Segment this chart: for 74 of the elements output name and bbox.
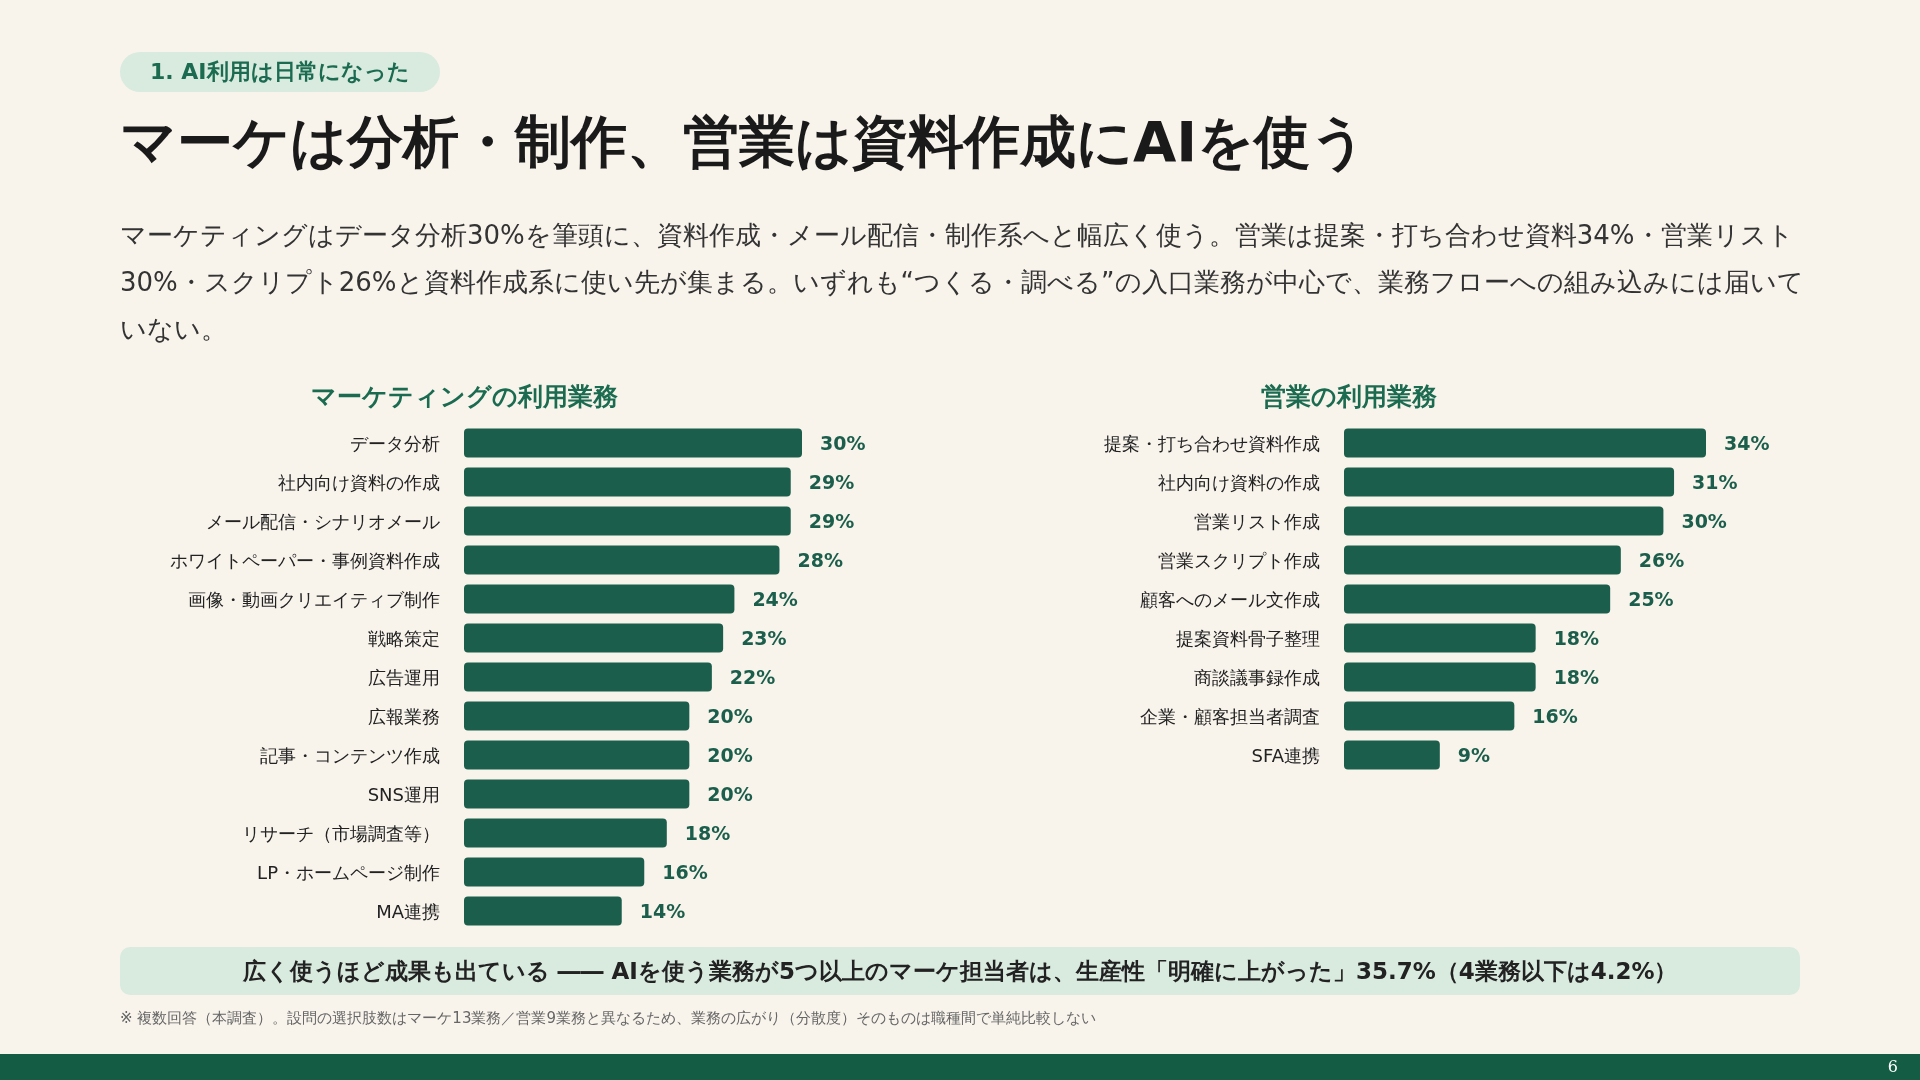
bar [1344, 623, 1536, 653]
bar [464, 818, 667, 848]
text: 6 [1887, 1057, 1898, 1076]
bar [1344, 545, 1621, 575]
data-label: 31% [1692, 471, 1738, 493]
bar [1344, 584, 1611, 614]
bar [1344, 662, 1536, 692]
y-tick-label: LP・ホームページ制作 [257, 861, 440, 883]
data-label: 20% [707, 783, 753, 805]
y-tick-label: 商談議事録作成 [1194, 666, 1320, 688]
bar [464, 857, 645, 887]
data-label: 29% [808, 510, 855, 532]
y-tick-label: ホワイトペーパー・事例資料作成 [170, 549, 440, 571]
bar [464, 779, 690, 809]
bar [464, 740, 690, 770]
bar [464, 584, 735, 614]
text: 広く使うほど成果も出ている ―― AIを使う業務が5つ以上のマーケ担当者は、生産性「明確に上がった」35.7%（4業務以下は4.2%） [120, 947, 1800, 995]
y-tick-label: 画像・動画クリエイティブ制作 [188, 588, 440, 610]
y-tick-label: 記事・コンテンツ作成 [260, 744, 440, 766]
data-label: 29% [808, 471, 855, 493]
y-tick-label: 営業リスト作成 [1194, 510, 1320, 532]
data-label: 16% [662, 861, 708, 883]
y-tick-label: 提案・打ち合わせ資料作成 [1104, 432, 1320, 454]
bar [464, 701, 690, 731]
data-label: 20% [707, 744, 753, 766]
bar [464, 623, 724, 653]
chart-title: 営業の利用業務 [1261, 382, 1437, 411]
y-tick-label: 広報業務 [368, 705, 440, 727]
y-tick-label: 社内向け資料の作成 [278, 471, 440, 493]
data-label: 24% [752, 588, 798, 610]
y-tick-label: MA連携 [376, 900, 440, 922]
y-tick-label: データ分析 [350, 432, 440, 454]
bar [464, 662, 712, 692]
data-label: 30% [1681, 510, 1727, 532]
y-tick-label: 社内向け資料の作成 [1158, 471, 1320, 493]
y-tick-label: リサーチ（市場調査等） [242, 822, 440, 844]
text: ※ 複数回答（本調査）。設問の選択肢数はマーケ13業務／営業9業務と異なるため、業務の広がり（分散度）そのものは職種間で単純比較しない [120, 1009, 1096, 1028]
y-tick-label: 顧客へのメール文作成 [1140, 588, 1320, 610]
chart-title: マーケティングの利用業務 [310, 382, 618, 411]
bar [1344, 506, 1664, 536]
data-label: 18% [1553, 666, 1600, 688]
bar [464, 428, 802, 458]
y-tick-label: メール配信・シナリオメール [206, 510, 440, 532]
bar [464, 506, 791, 536]
data-label: 34% [1724, 432, 1770, 454]
data-label: 18% [684, 822, 731, 844]
text: 1. AI利用は日常になった [120, 52, 440, 92]
data-label: 25% [1628, 588, 1674, 610]
bar [1344, 428, 1706, 458]
y-tick-label: SNS運用 [367, 783, 440, 805]
bar [1344, 740, 1440, 770]
data-label: 16% [1532, 705, 1578, 727]
y-tick-label: 広告運用 [368, 666, 440, 688]
data-label: 26% [1638, 549, 1685, 571]
data-label: 22% [729, 666, 776, 688]
data-label: 23% [741, 627, 787, 649]
data-label: 14% [639, 900, 686, 922]
bar [464, 545, 780, 575]
data-label: 20% [707, 705, 753, 727]
y-tick-label: 戦略策定 [368, 627, 440, 649]
data-label: 30% [820, 432, 866, 454]
y-tick-label: 提案資料骨子整理 [1176, 627, 1320, 649]
text: マーケは分析・制作、営業は資料作成にAIを使う [120, 108, 1368, 176]
data-label: 18% [1553, 627, 1600, 649]
bar [1344, 467, 1675, 497]
data-label: 9% [1457, 744, 1491, 766]
bar [464, 467, 791, 497]
text: マーケティングはデータ分析30%を筆頭に、資料作成・メール配信・制作系へと幅広く使う。営業は提案・打ち合わせ資料34%・営業リスト30%・スクリプト26%と資料作成系に使い先が集まる。いずれも“つくる・調べる”の入口業務が中心で、業務フローへの組み込みには届いていない。 [120, 219, 1805, 346]
y-tick-label: SFA連携 [1251, 744, 1320, 766]
data-label: 28% [797, 549, 843, 571]
bar [464, 896, 622, 926]
y-tick-label: 営業スクリプト作成 [1158, 549, 1320, 571]
bar [1344, 701, 1515, 731]
y-tick-label: 企業・顧客担当者調査 [1140, 705, 1320, 727]
